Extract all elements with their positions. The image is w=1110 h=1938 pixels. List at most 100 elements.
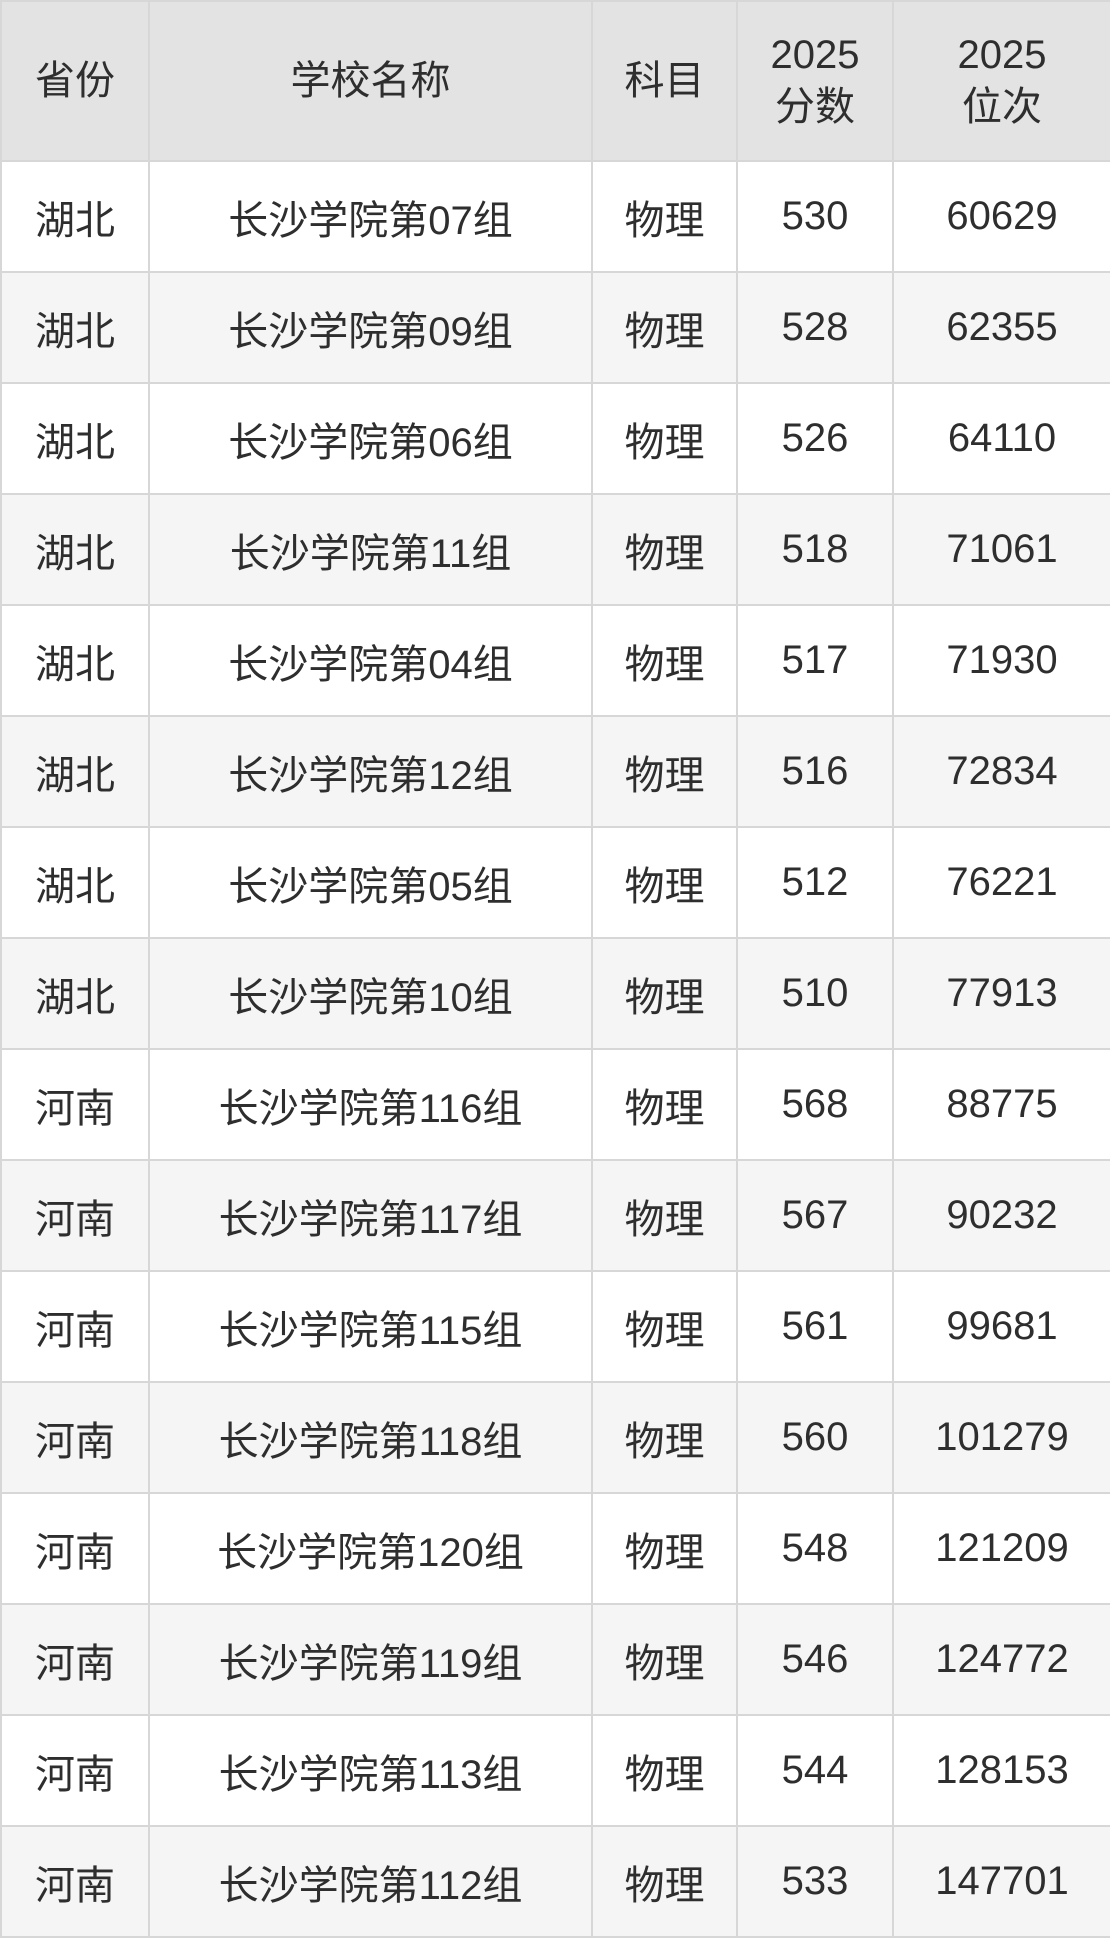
cell-province: 湖北 bbox=[0, 382, 150, 495]
table-row: 河南 长沙学院第118组 物理 560 101279 bbox=[0, 1381, 1110, 1494]
cell-subject: 物理 bbox=[591, 1603, 738, 1716]
cell-rank-2025: 99681 bbox=[892, 1270, 1110, 1383]
column-header-line: 省份 bbox=[35, 59, 115, 103]
cell-province: 河南 bbox=[0, 1603, 150, 1716]
cell-province: 湖北 bbox=[0, 271, 150, 384]
cell-score-2025: 568 bbox=[736, 1048, 894, 1161]
table-row: 河南 长沙学院第120组 物理 548 121209 bbox=[0, 1492, 1110, 1605]
table-row: 河南 长沙学院第113组 物理 544 128153 bbox=[0, 1714, 1110, 1827]
cell-subject: 物理 bbox=[591, 493, 738, 606]
cell-province: 河南 bbox=[0, 1714, 150, 1827]
cell-rank-2025: 60629 bbox=[892, 160, 1110, 273]
cell-rank-2025: 124772 bbox=[892, 1603, 1110, 1716]
cell-subject: 物理 bbox=[591, 826, 738, 939]
column-header-school-name: 学校名称 bbox=[148, 0, 593, 162]
cell-subject: 物理 bbox=[591, 382, 738, 495]
cell-rank-2025: 62355 bbox=[892, 271, 1110, 384]
column-header-subject: 科目 bbox=[591, 0, 738, 162]
cell-school-name: 长沙学院第07组 bbox=[148, 160, 593, 273]
cell-subject: 物理 bbox=[591, 1492, 738, 1605]
cell-score-2025: 567 bbox=[736, 1159, 894, 1272]
cell-province: 湖北 bbox=[0, 826, 150, 939]
cell-rank-2025: 121209 bbox=[892, 1492, 1110, 1605]
cell-school-name: 长沙学院第04组 bbox=[148, 604, 593, 717]
column-header-score-2025: 2025 分数 bbox=[736, 0, 894, 162]
table-row: 湖北 长沙学院第10组 物理 510 77913 bbox=[0, 937, 1110, 1050]
cell-rank-2025: 88775 bbox=[892, 1048, 1110, 1161]
table-row: 湖北 长沙学院第07组 物理 530 60629 bbox=[0, 160, 1110, 273]
cell-school-name: 长沙学院第113组 bbox=[148, 1714, 593, 1827]
cell-subject: 物理 bbox=[591, 1159, 738, 1272]
cell-school-name: 长沙学院第09组 bbox=[148, 271, 593, 384]
cell-school-name: 长沙学院第115组 bbox=[148, 1270, 593, 1383]
cell-province: 河南 bbox=[0, 1825, 150, 1938]
cell-province: 河南 bbox=[0, 1381, 150, 1494]
cell-subject: 物理 bbox=[591, 1270, 738, 1383]
cell-subject: 物理 bbox=[591, 604, 738, 717]
cell-province: 河南 bbox=[0, 1048, 150, 1161]
column-header-line: 分数 bbox=[775, 85, 855, 129]
cell-province: 湖北 bbox=[0, 937, 150, 1050]
cell-rank-2025: 128153 bbox=[892, 1714, 1110, 1827]
cell-province: 湖北 bbox=[0, 160, 150, 273]
cell-score-2025: 518 bbox=[736, 493, 894, 606]
table-row: 河南 长沙学院第115组 物理 561 99681 bbox=[0, 1270, 1110, 1383]
column-header-province: 省份 bbox=[0, 0, 150, 162]
cell-school-name: 长沙学院第118组 bbox=[148, 1381, 593, 1494]
table-row: 湖北 长沙学院第09组 物理 528 62355 bbox=[0, 271, 1110, 384]
cell-province: 河南 bbox=[0, 1270, 150, 1383]
cell-subject: 物理 bbox=[591, 937, 738, 1050]
cell-province: 湖北 bbox=[0, 604, 150, 717]
cell-school-name: 长沙学院第120组 bbox=[148, 1492, 593, 1605]
table-row: 湖北 长沙学院第11组 物理 518 71061 bbox=[0, 493, 1110, 606]
table-row: 河南 长沙学院第116组 物理 568 88775 bbox=[0, 1048, 1110, 1161]
table-body: 湖北 长沙学院第07组 物理 530 60629 湖北 长沙学院第09组 物理 528 62355… bbox=[0, 160, 1110, 1938]
cell-rank-2025: 77913 bbox=[892, 937, 1110, 1050]
cell-school-name: 长沙学院第119组 bbox=[148, 1603, 593, 1716]
cell-score-2025: 530 bbox=[736, 160, 894, 273]
cell-subject: 物理 bbox=[591, 1825, 738, 1938]
cell-score-2025: 561 bbox=[736, 1270, 894, 1383]
cell-school-name: 长沙学院第06组 bbox=[148, 382, 593, 495]
cell-subject: 物理 bbox=[591, 271, 738, 384]
cell-score-2025: 560 bbox=[736, 1381, 894, 1494]
table-row: 河南 长沙学院第112组 物理 533 147701 bbox=[0, 1825, 1110, 1938]
cell-score-2025: 516 bbox=[736, 715, 894, 828]
cell-school-name: 长沙学院第116组 bbox=[148, 1048, 593, 1161]
cell-rank-2025: 71930 bbox=[892, 604, 1110, 717]
cell-score-2025: 533 bbox=[736, 1825, 894, 1938]
cell-province: 河南 bbox=[0, 1492, 150, 1605]
cell-province: 湖北 bbox=[0, 715, 150, 828]
table-row: 河南 长沙学院第117组 物理 567 90232 bbox=[0, 1159, 1110, 1272]
column-header-line: 科目 bbox=[624, 59, 705, 103]
cell-school-name: 长沙学院第12组 bbox=[148, 715, 593, 828]
cell-rank-2025: 101279 bbox=[892, 1381, 1110, 1494]
column-header-line: 位次 bbox=[962, 85, 1042, 129]
cell-subject: 物理 bbox=[591, 1048, 738, 1161]
cell-score-2025: 510 bbox=[736, 937, 894, 1050]
table-row: 湖北 长沙学院第05组 物理 512 76221 bbox=[0, 826, 1110, 939]
column-header-line: 2025 bbox=[770, 33, 860, 77]
table-header: 省份 学校名称 科目 2025 分数 2025 位次 bbox=[0, 0, 1110, 162]
cell-subject: 物理 bbox=[591, 1381, 738, 1494]
cell-rank-2025: 71061 bbox=[892, 493, 1110, 606]
cell-score-2025: 517 bbox=[736, 604, 894, 717]
cell-school-name: 长沙学院第05组 bbox=[148, 826, 593, 939]
cell-school-name: 长沙学院第112组 bbox=[148, 1825, 593, 1938]
cell-score-2025: 526 bbox=[736, 382, 894, 495]
header-row: 省份 学校名称 科目 2025 分数 2025 位次 bbox=[0, 0, 1110, 162]
cell-rank-2025: 147701 bbox=[892, 1825, 1110, 1938]
table-row: 湖北 长沙学院第06组 物理 526 64110 bbox=[0, 382, 1110, 495]
cell-subject: 物理 bbox=[591, 715, 738, 828]
cell-rank-2025: 76221 bbox=[892, 826, 1110, 939]
table-row: 湖北 长沙学院第04组 物理 517 71930 bbox=[0, 604, 1110, 717]
cell-school-name: 长沙学院第117组 bbox=[148, 1159, 593, 1272]
cell-rank-2025: 72834 bbox=[892, 715, 1110, 828]
cell-school-name: 长沙学院第11组 bbox=[148, 493, 593, 606]
cell-rank-2025: 64110 bbox=[892, 382, 1110, 495]
cell-subject: 物理 bbox=[591, 1714, 738, 1827]
cell-score-2025: 548 bbox=[736, 1492, 894, 1605]
table-row: 河南 长沙学院第119组 物理 546 124772 bbox=[0, 1603, 1110, 1716]
cell-subject: 物理 bbox=[591, 160, 738, 273]
